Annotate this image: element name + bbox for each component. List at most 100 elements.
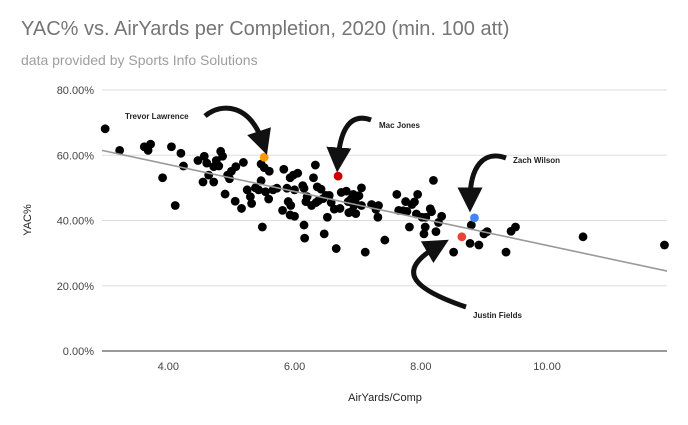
x-axis-title: AirYards/Comp	[348, 392, 422, 404]
x-tick-label: 10.00	[533, 361, 561, 373]
highlight-point-zach-wilson	[470, 213, 479, 223]
data-point	[198, 177, 208, 187]
data-point	[230, 196, 240, 206]
data-point	[209, 177, 219, 187]
data-point	[264, 166, 274, 176]
data-point	[100, 124, 110, 134]
annotation-label-justin-fields: Justin Fields	[473, 311, 522, 320]
data-point	[474, 240, 484, 250]
y-tick-label: 60.00%	[57, 150, 95, 162]
data-point	[218, 151, 227, 161]
data-point	[115, 145, 125, 155]
data-point	[256, 176, 266, 186]
y-axis-title: YAC%	[22, 204, 34, 236]
data-point	[193, 156, 203, 165]
annotation-label-mac-jones: Mac Jones	[379, 121, 420, 130]
data-point	[335, 204, 345, 213]
highlight-point-mac-jones	[333, 171, 343, 181]
y-tick-label: 40.00%	[57, 216, 95, 228]
data-point	[247, 199, 257, 208]
chart-subtitle: data provided by Sports Info Solutions	[21, 52, 258, 68]
data-point	[392, 190, 402, 199]
arrow-trevor-lawrence	[203, 105, 271, 155]
y-tick-label: 80.00%	[57, 85, 95, 97]
data-point	[316, 184, 326, 194]
data-point	[239, 158, 248, 167]
trendline	[101, 149, 668, 272]
data-point	[410, 197, 419, 207]
data-points	[100, 124, 669, 257]
data-point	[158, 173, 168, 183]
data-point	[341, 186, 351, 196]
data-point	[413, 190, 423, 199]
highlight-point-trevor-lawrence	[259, 152, 269, 162]
data-point	[431, 227, 441, 236]
data-point	[237, 204, 246, 213]
data-point	[167, 142, 176, 152]
chart-title: YAC% vs. AirYards per Completion, 2020 (…	[21, 18, 510, 40]
y-tick-label: 20.00%	[57, 281, 95, 293]
data-point	[278, 205, 287, 215]
data-point	[257, 222, 267, 232]
data-point	[419, 229, 429, 239]
data-point	[449, 247, 459, 257]
data-point	[300, 233, 310, 243]
data-point	[220, 189, 230, 199]
y-tick-label: 0.00%	[63, 346, 94, 358]
data-point	[170, 201, 180, 210]
data-point	[374, 201, 383, 210]
data-point	[299, 183, 309, 193]
x-tick-label: 4.00	[158, 361, 179, 373]
data-point	[214, 161, 224, 171]
arrow-zach-wilson	[457, 153, 507, 213]
y-tick-labels: 0.00% 20.00% 40.00% 60.00% 80.00%	[57, 85, 95, 358]
data-point	[264, 194, 274, 204]
data-point	[420, 222, 430, 232]
data-point	[293, 168, 303, 178]
data-point	[231, 162, 241, 172]
annotation-label-trevor-lawrence: Trevor Lawrence	[125, 112, 189, 121]
data-point	[360, 247, 370, 257]
data-point	[578, 232, 588, 242]
data-point	[331, 244, 341, 253]
data-point	[309, 173, 318, 183]
data-point	[465, 238, 475, 248]
data-point	[286, 201, 296, 210]
data-point	[261, 187, 270, 197]
highlighted-points	[259, 152, 479, 242]
data-point	[501, 247, 511, 257]
highlight-point-justin-fields	[457, 232, 467, 242]
data-point	[199, 151, 209, 161]
data-point	[310, 160, 320, 170]
data-point	[146, 139, 156, 149]
data-point	[660, 240, 669, 250]
annotations: Trevor Lawrence Mac Jones Zach Wilson Ju…	[125, 105, 560, 320]
data-point	[299, 220, 309, 230]
data-point	[319, 229, 329, 239]
data-point	[285, 210, 295, 220]
data-point	[373, 212, 383, 222]
data-point	[322, 212, 332, 222]
data-point	[405, 222, 414, 232]
data-point	[437, 211, 447, 221]
x-tick-labels: 4.00 6.00 8.00 10.00	[158, 361, 561, 373]
data-point	[429, 175, 438, 185]
data-point	[351, 209, 361, 219]
annotation-label-zach-wilson: Zach Wilson	[513, 156, 560, 165]
data-point	[402, 206, 412, 216]
data-point	[357, 183, 366, 193]
data-point	[285, 173, 295, 183]
gridlines	[102, 89, 667, 352]
data-point	[242, 185, 252, 195]
data-point	[427, 207, 436, 217]
data-point	[279, 164, 289, 174]
data-point	[245, 192, 255, 202]
arrow-mac-jones	[326, 115, 372, 173]
data-point	[511, 222, 520, 232]
arrow-justin-fields	[411, 239, 467, 310]
x-tick-label: 6.00	[284, 361, 305, 373]
data-point	[466, 220, 476, 230]
data-point	[202, 158, 212, 168]
data-point	[380, 235, 390, 245]
